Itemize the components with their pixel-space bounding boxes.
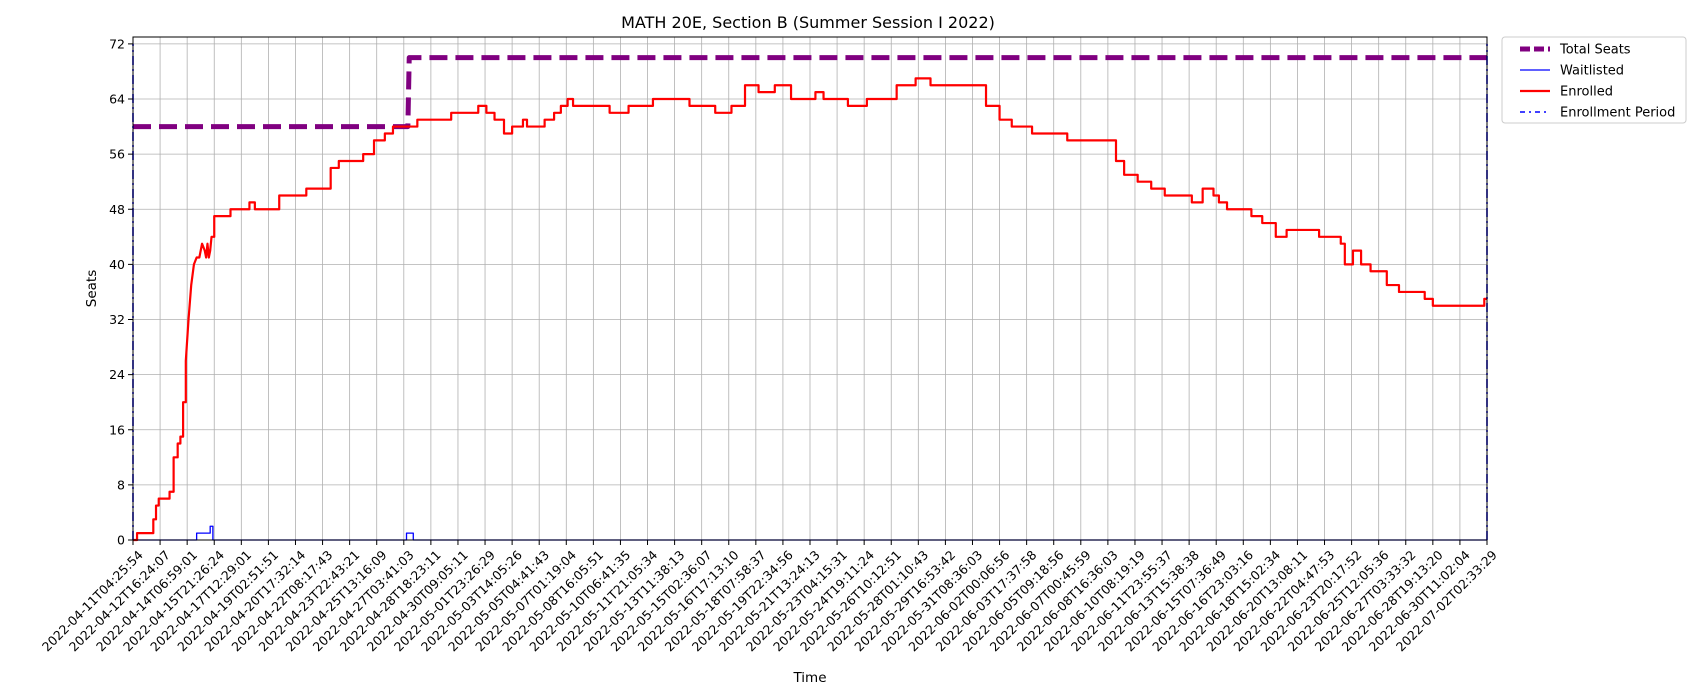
- x-axis-label: Time: [792, 670, 826, 686]
- y-axis: 0 8 16 24 32 40 48 56 64 72: [109, 36, 133, 548]
- y-tick-label: 40: [109, 257, 125, 272]
- waitlisted-legend-label: Waitlisted: [1560, 64, 1624, 79]
- waitlisted-line: [133, 525, 1487, 541]
- x-axis: 2022-04-11T04:25:542022-04-12T16:24:0720…: [39, 540, 1500, 654]
- y-tick-label: 24: [109, 367, 125, 382]
- legend-box: [1501, 36, 1687, 124]
- chart-title: MATH 20E, Section B (Summer Session I 20…: [621, 13, 995, 32]
- y-tick-label: 16: [109, 422, 125, 437]
- enrolled-legend-label: Enrolled: [1560, 85, 1613, 100]
- enrolled-line: [133, 77, 1487, 542]
- y-tick-label: 32: [109, 312, 125, 327]
- y-tick-label: 72: [109, 36, 125, 51]
- y-tick-label: 56: [109, 147, 125, 162]
- total-seats-line: [133, 55, 1487, 130]
- y-tick-label: 0: [117, 533, 125, 548]
- y-tick-label: 64: [109, 92, 125, 107]
- total-seats-legend-label: Total Seats: [1559, 43, 1631, 58]
- y-axis-label: Seats: [84, 270, 100, 307]
- legend: Total Seats Waitlisted Enrolled Enrollment …: [1501, 36, 1687, 124]
- y-tick-label: 8: [117, 477, 125, 492]
- y-tick-label: 48: [109, 202, 125, 217]
- enrollment-period-legend-label: Enrollment Period: [1560, 106, 1675, 121]
